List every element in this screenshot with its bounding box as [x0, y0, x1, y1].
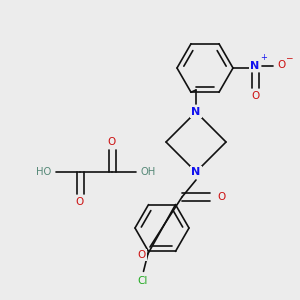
Text: O: O	[251, 91, 259, 101]
Text: +: +	[261, 53, 267, 62]
Text: N: N	[250, 61, 260, 71]
Text: O: O	[108, 137, 116, 147]
Text: O: O	[138, 250, 146, 260]
Text: Cl: Cl	[137, 276, 148, 286]
Text: OH: OH	[140, 167, 156, 177]
Text: HO: HO	[36, 167, 52, 177]
Text: O: O	[277, 60, 285, 70]
Text: N: N	[191, 167, 201, 177]
Text: −: −	[285, 53, 293, 62]
Text: O: O	[218, 192, 226, 202]
Text: N: N	[191, 107, 201, 117]
Text: O: O	[76, 197, 84, 207]
